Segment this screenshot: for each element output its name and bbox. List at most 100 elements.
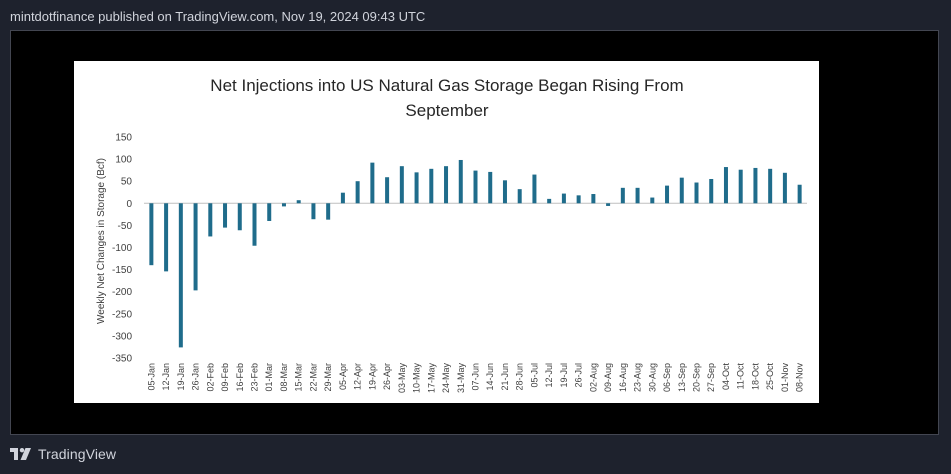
bar-25-Oct [768, 168, 773, 204]
bar-07-Jun [473, 170, 478, 204]
x-tick-label: 16-Aug [618, 363, 628, 392]
x-tick-label: 29-Mar [323, 363, 333, 392]
y-tick-label: 150 [115, 133, 132, 144]
bar-13-Sep [679, 177, 684, 204]
bar-10-May [414, 172, 419, 204]
x-tick-label: 07-Jun [471, 363, 481, 391]
y-tick-label: 50 [121, 177, 133, 188]
x-tick-label: 08-Nov [795, 363, 805, 393]
x-tick-label: 18-Oct [750, 363, 760, 391]
bar-01-Mar [267, 203, 272, 221]
y-tick-label: -100 [112, 243, 132, 254]
bar-26-Jul [576, 195, 581, 204]
x-tick-label: 31-May [456, 363, 466, 394]
x-tick-label: 30-Aug [647, 363, 657, 392]
x-tick-label: 06-Sep [662, 363, 672, 392]
x-tick-label: 26-Jan [191, 363, 201, 391]
y-tick-label: 0 [126, 199, 132, 210]
bar-02-Aug [591, 194, 596, 204]
y-tick-label: -200 [112, 287, 132, 298]
y-axis-label: Weekly Net Changes in Storage (Bcf) [96, 158, 107, 324]
x-tick-label: 26-Jul [574, 363, 584, 388]
bar-chart: Net Injections into US Natural Gas Stora… [96, 76, 807, 394]
x-tick-label: 10-May [412, 363, 422, 394]
chart-title-line2: September [405, 101, 488, 120]
x-tick-label: 12-Apr [353, 363, 363, 390]
tradingview-logo-icon[interactable] [10, 447, 32, 461]
x-tick-label: 02-Feb [205, 363, 215, 392]
x-tick-label: 28-Jun [515, 363, 525, 391]
x-tick-label: 12-Jul [544, 363, 554, 388]
x-tick-label: 04-Oct [721, 363, 731, 391]
bar-19-Apr [370, 162, 375, 204]
bar-01-Nov [782, 172, 787, 204]
x-tick-label: 19-Jan [176, 363, 186, 391]
bar-23-Feb [252, 203, 257, 246]
x-tick-label: 05-Apr [338, 363, 348, 390]
bar-31-May [458, 159, 463, 204]
publisher-line: mintdotfinance published on TradingView.… [10, 9, 426, 24]
bar-09-Aug [606, 203, 611, 206]
bar-15-Mar [296, 200, 301, 204]
y-tick-label: 100 [115, 155, 132, 166]
x-tick-label: 02-Aug [588, 363, 598, 392]
x-tick-label: 05-Jan [146, 363, 156, 391]
bar-16-Feb [237, 203, 242, 231]
y-tick-label: -350 [112, 354, 132, 365]
bar-09-Feb [223, 203, 228, 228]
bar-08-Nov [797, 184, 802, 204]
x-tick-label: 01-Nov [780, 363, 790, 393]
x-tick-label: 22-Mar [308, 363, 318, 392]
bar-12-Jul [547, 198, 552, 204]
bar-12-Apr [355, 181, 360, 204]
chart-card: Net Injections into US Natural Gas Stora… [74, 61, 819, 403]
x-tick-label: 20-Sep [692, 363, 702, 392]
x-tick-label: 15-Mar [294, 363, 304, 392]
bar-04-Oct [723, 167, 728, 204]
x-tick-label: 23-Aug [633, 363, 643, 392]
x-tick-label: 09-Aug [603, 363, 613, 392]
x-axis-ticks: 05-Jan 12-Jan 19-Jan 26-Jan 02-Feb 09-Feb 16-F… [146, 363, 804, 394]
x-tick-label: 01-Mar [264, 363, 274, 392]
bar-18-Oct [753, 167, 758, 204]
bar-23-Aug [635, 187, 640, 204]
bar-26-Apr [385, 177, 390, 204]
chart-title-line1: Net Injections into US Natural Gas Stora… [210, 76, 683, 95]
x-tick-label: 25-Oct [765, 363, 775, 391]
bar-26-Jan [193, 203, 198, 291]
bar-29-Mar [326, 203, 331, 220]
bar-28-Jun [517, 189, 522, 204]
y-axis-ticks: 150 100 50 0 -50 -100 -150 -200 -250 -300 -350 [112, 133, 132, 365]
x-tick-label: 16-Feb [235, 363, 245, 392]
x-tick-label: 23-Feb [250, 363, 260, 392]
x-tick-label: 09-Feb [220, 363, 230, 392]
x-tick-label: 27-Sep [706, 363, 716, 392]
footer-brand[interactable]: TradingView [38, 446, 117, 462]
bar-30-Aug [650, 197, 655, 204]
x-tick-label: 19-Jul [559, 363, 569, 388]
bar-24-May [444, 166, 449, 204]
x-tick-label: 08-Mar [279, 363, 289, 392]
bar-16-Aug [620, 187, 625, 204]
bar-05-Apr [340, 192, 345, 204]
x-tick-label: 05-Jul [529, 363, 539, 388]
y-tick-label: -50 [118, 221, 133, 232]
bars [144, 159, 807, 348]
bar-20-Sep [694, 182, 699, 204]
y-tick-label: -150 [112, 265, 132, 276]
bar-06-Sep [665, 185, 670, 204]
y-tick-label: -250 [112, 309, 132, 320]
x-tick-label: 26-Apr [382, 363, 392, 390]
bar-21-Jun [502, 180, 507, 204]
bar-14-Jun [488, 171, 493, 204]
bar-19-Jan [178, 203, 183, 348]
x-tick-label: 21-Jun [500, 363, 510, 391]
y-tick-label: -300 [112, 331, 132, 342]
bar-27-Sep [709, 178, 714, 204]
bar-02-Feb [208, 203, 213, 237]
bar-03-May [399, 166, 404, 204]
x-tick-label: 12-Jan [161, 363, 171, 391]
x-tick-label: 13-Sep [677, 363, 687, 392]
x-tick-label: 11-Oct [736, 363, 746, 390]
bar-22-Mar [311, 203, 316, 220]
